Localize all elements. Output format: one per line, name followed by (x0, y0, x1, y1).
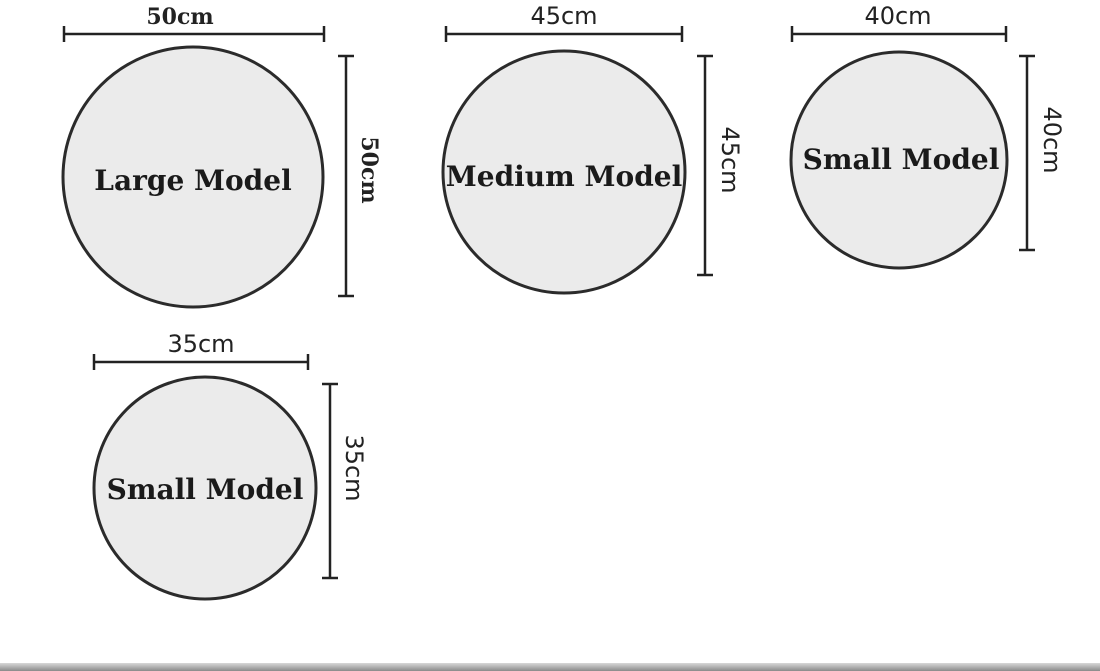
width-dimension: 40cm (790, 2, 1008, 42)
height-dimension: 50cm (338, 54, 382, 298)
bottom-edge-strip (0, 663, 1100, 671)
circle-small-40 (789, 50, 1009, 270)
circle-large (61, 45, 325, 309)
height-dimension: 40cm (1019, 54, 1066, 252)
height-dimension-label: 35cm (340, 434, 368, 501)
model-small-40: 40cm Small Model 40cm (789, 2, 1066, 270)
width-dimension: 45cm (444, 2, 684, 42)
model-label: Medium Model (446, 160, 682, 193)
width-dimension-label: 35cm (167, 330, 234, 358)
circle-small-35 (92, 375, 318, 601)
height-dimension-label: 40cm (1038, 106, 1066, 173)
width-dimension-label: 40cm (864, 2, 931, 30)
height-dimension: 35cm (322, 382, 368, 580)
height-dimension-label: 45cm (716, 126, 744, 193)
height-dimension-label: 50cm (356, 136, 382, 203)
height-dimension: 45cm (697, 54, 744, 277)
width-dimension-label: 45cm (530, 2, 597, 30)
width-dimension: 50cm (62, 4, 326, 42)
model-label: Large Model (94, 164, 291, 197)
circle-medium (441, 49, 687, 295)
model-label: Small Model (107, 473, 304, 506)
model-medium: 45cm Medium Model 45cm (441, 2, 744, 295)
model-label: Small Model (803, 143, 1000, 176)
model-large: 50cm Large Model 50cm (61, 4, 382, 309)
model-small-35: 35cm Small Model 35cm (92, 330, 368, 601)
width-dimension: 35cm (92, 330, 310, 370)
width-dimension-label: 50cm (146, 4, 213, 30)
